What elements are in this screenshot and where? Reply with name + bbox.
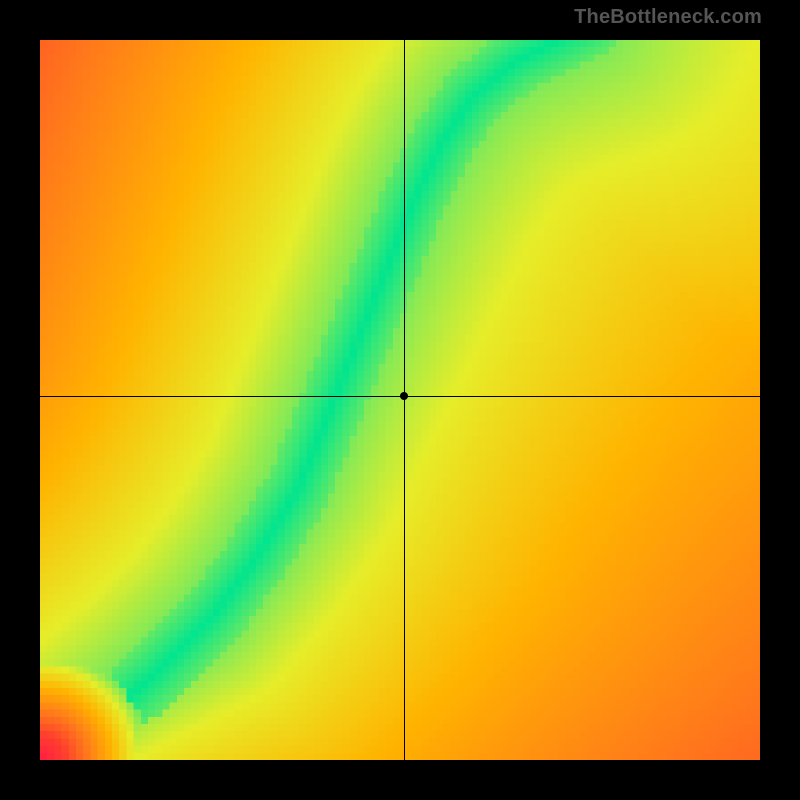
- heatmap-plot: [40, 40, 760, 760]
- crosshair-marker: [400, 392, 408, 400]
- watermark-text: TheBottleneck.com: [574, 6, 762, 29]
- chart-container: TheBottleneck.com: [0, 0, 800, 800]
